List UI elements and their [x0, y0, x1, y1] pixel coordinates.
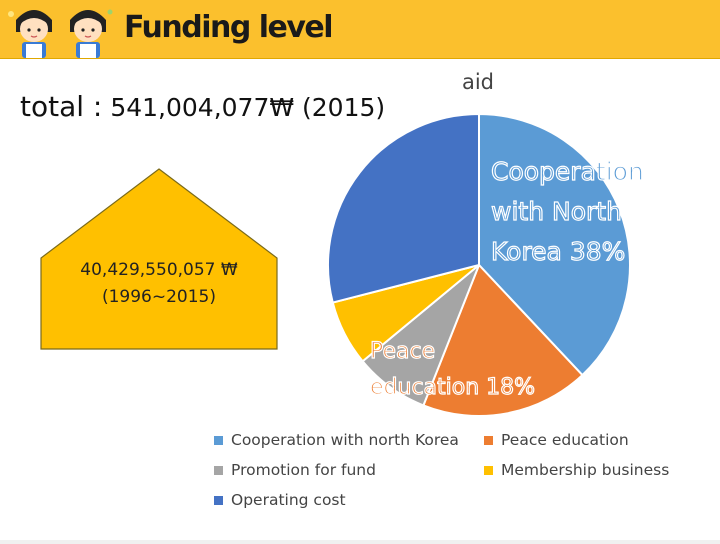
- legend-label: Promotion for fund: [231, 461, 376, 479]
- legend-label: Membership business: [501, 461, 670, 479]
- total-line: total : 541,004,077₩ (2015): [20, 90, 385, 123]
- legend-item-1: Cooperation with north Korea: [214, 431, 459, 449]
- legend-item-4: Membership business: [484, 461, 669, 479]
- legend-swatch: [484, 465, 493, 475]
- pie-slice-1: [478, 112, 631, 377]
- header-bar: Funding level: [0, 0, 720, 59]
- legend-item-5: Operating cost: [214, 491, 346, 509]
- pie-slice-2: [422, 263, 584, 417]
- data-label-1: Cooperation with North Korea 38%: [491, 157, 644, 266]
- pie-slice-4: [331, 264, 480, 363]
- kids-mascot-icon: [8, 9, 113, 58]
- slide-bottom-edge: [0, 540, 720, 544]
- legend-swatch: [214, 495, 223, 505]
- legend-swatch: [214, 465, 223, 475]
- house-period: (1996~2015): [101, 287, 217, 307]
- legend-swatch: [214, 435, 223, 445]
- page-title: Funding level: [124, 10, 334, 45]
- data-label-2: Peace education 18%: [370, 339, 535, 400]
- total-label: total :: [20, 90, 103, 123]
- legend-label: Cooperation with north Korea: [231, 431, 459, 449]
- legend-swatch: [484, 435, 493, 445]
- legend-item-3: Promotion for fund: [214, 461, 376, 479]
- pie-slice-5: [327, 112, 480, 304]
- legend-item-2: Peace education: [484, 431, 629, 449]
- total-value: 541,004,077₩ (2015): [110, 93, 386, 122]
- house-amount: 40,429,550,057 ₩: [80, 260, 238, 280]
- house-shape: [40, 168, 278, 350]
- legend-label: Peace education: [501, 431, 629, 449]
- house-amount-text: 40,429,550,057 ₩ (1996~2015): [40, 257, 278, 311]
- legend-label: Operating cost: [231, 491, 346, 509]
- pie-slice-3: [361, 264, 480, 407]
- chart-title: aid: [461, 70, 495, 94]
